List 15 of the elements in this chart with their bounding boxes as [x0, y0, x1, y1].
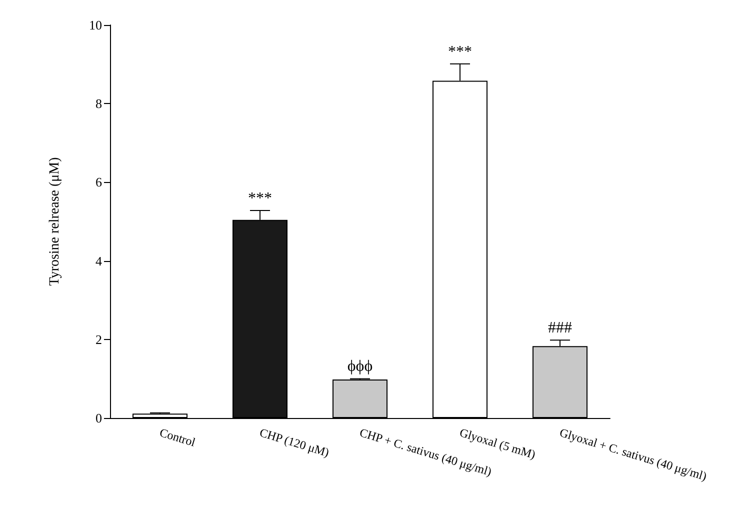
annotation: ***	[248, 190, 272, 207]
y-tick-label: 8	[96, 96, 102, 112]
y-tick-label: 10	[89, 18, 102, 32]
y-tick-label: 4	[96, 253, 102, 268]
y-tick-label: 6	[96, 174, 102, 190]
y-tick-label: 2	[96, 332, 102, 347]
x-tick-label: Glyoxal + C. sativus (40 μg/ml)	[558, 425, 708, 484]
y-tick-label: 0	[96, 410, 102, 426]
x-tick-label: Glyoxal (5 mM)	[458, 425, 538, 462]
y-axis-title: Tyrosine relrease (μM)	[48, 156, 62, 286]
annotation: ϕϕϕ	[347, 358, 373, 376]
annotation: ###	[548, 320, 572, 337]
x-tick-label: Control	[158, 425, 198, 450]
x-tick-label: CHP (120 μM)	[258, 425, 331, 460]
annotation: ***	[448, 43, 472, 60]
